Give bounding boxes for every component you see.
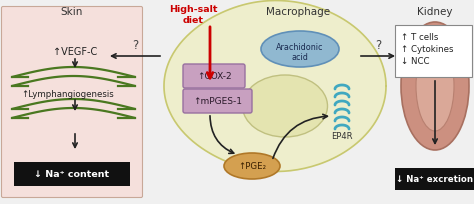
Text: ?: ? (375, 39, 381, 52)
Text: High-salt
diet: High-salt diet (169, 5, 217, 25)
Text: Macrophage: Macrophage (266, 7, 330, 17)
Text: Arachidonic: Arachidonic (276, 43, 324, 52)
FancyBboxPatch shape (395, 26, 472, 78)
Text: ↑mPGES-1: ↑mPGES-1 (193, 97, 243, 106)
Text: ↓ Na⁺ content: ↓ Na⁺ content (35, 170, 109, 179)
Text: Kidney: Kidney (417, 7, 453, 17)
Text: ↑ T cells: ↑ T cells (401, 33, 438, 42)
Text: ↑Lymphangiogenesis: ↑Lymphangiogenesis (22, 90, 114, 99)
FancyBboxPatch shape (395, 168, 474, 190)
Text: Skin: Skin (61, 7, 83, 17)
Text: ↑VEGF-C: ↑VEGF-C (53, 47, 97, 57)
Text: ?: ? (132, 39, 138, 52)
Ellipse shape (401, 23, 469, 150)
Text: ↑ Cytokines: ↑ Cytokines (401, 45, 454, 54)
Ellipse shape (416, 42, 454, 131)
Text: ↑COX-2: ↑COX-2 (197, 72, 231, 81)
Text: ↓ NCC: ↓ NCC (401, 57, 429, 66)
Ellipse shape (243, 76, 328, 137)
FancyBboxPatch shape (14, 162, 130, 186)
Text: acid: acid (292, 52, 309, 61)
Text: EP4R: EP4R (331, 131, 353, 140)
Text: ↓ Na⁺ excretion: ↓ Na⁺ excretion (396, 175, 474, 184)
Polygon shape (164, 1, 386, 172)
FancyBboxPatch shape (183, 90, 252, 113)
Ellipse shape (261, 32, 339, 68)
FancyBboxPatch shape (183, 65, 245, 89)
Ellipse shape (224, 153, 280, 179)
Text: ↑PGE₂: ↑PGE₂ (238, 162, 266, 171)
FancyBboxPatch shape (1, 8, 143, 197)
